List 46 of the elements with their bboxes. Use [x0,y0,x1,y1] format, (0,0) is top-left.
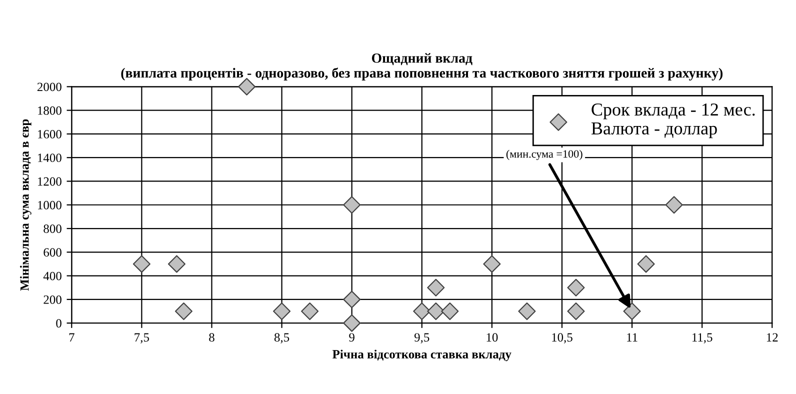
x-tick-label: 9,5 [414,333,430,344]
x-tick-label: 8,5 [274,333,290,344]
annotation: (мин.сума =100) [506,150,582,160]
y-tick-label: 600 [44,248,62,257]
point [567,278,585,296]
point [518,302,536,320]
x-tick-label: 7,5 [134,333,150,344]
x-tick-label: 10 [486,333,498,342]
x-axis-title: Річна відсоткова ставка вкладу [332,350,512,362]
point [343,196,361,214]
point [427,278,445,296]
y-tick-label: 400 [43,272,62,280]
x-tick-label: 10,5 [552,333,572,344]
y-tick-label: 1600 [38,130,62,138]
y-tick-label: 1800 [38,106,62,115]
x-tick-label: 11,5 [692,333,712,344]
y-tick-label: 1000 [38,200,62,210]
chart-title: Ощадний вклад (виплата процентів - одноразово, без права поповнення та часткового зняття грошей з рахунку) [121,53,723,81]
point [132,255,150,273]
point [273,302,291,320]
point [567,302,585,320]
y-tick-label: 0 [56,319,62,328]
point [665,196,683,214]
x-tick-label: 7 [69,333,74,342]
y-tick-label: 800 [44,224,62,233]
point [427,302,445,320]
point [343,314,361,332]
legend-label: Срок вклада - 12 мес. Валюта - доллар [591,104,755,138]
x-tick-label: 12 [766,333,778,342]
y-tick-label: 2000 [37,82,62,92]
x-tick-label: 11 [627,333,638,342]
point [483,255,501,273]
x-tick-label: 8 [209,333,214,342]
point [623,302,641,320]
x-tick-label: 9 [349,333,354,342]
y-tick-label: 1400 [38,154,62,162]
point [343,290,361,308]
point [168,255,186,273]
point [301,302,319,320]
point [174,302,192,320]
point [413,302,431,320]
y-tick-label: 200 [44,295,62,304]
point [637,255,655,273]
y-axis-title: Мінімальна сума вклада в євр [20,119,32,291]
point [441,302,459,320]
y-tick-label: 1200 [38,177,62,186]
